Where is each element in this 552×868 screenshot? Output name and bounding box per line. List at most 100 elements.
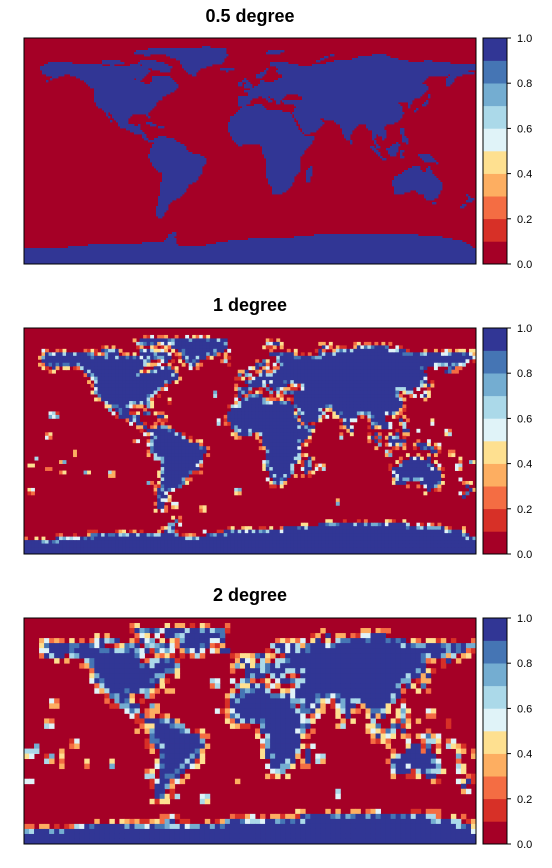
map-cell: [278, 88, 281, 91]
map-cell: [388, 64, 391, 67]
map-cell: [356, 94, 359, 97]
map-cell: [116, 76, 119, 79]
map-cell: [278, 118, 281, 121]
map-cell: [212, 54, 215, 57]
map-cell: [290, 146, 293, 149]
map-cell: [334, 96, 337, 99]
map-cell: [156, 148, 159, 151]
map-cell: [322, 58, 325, 61]
map-cell: [450, 66, 453, 69]
map-cell: [332, 116, 335, 119]
map-cell: [138, 104, 141, 107]
map-cell: [382, 84, 385, 87]
map-cell: [238, 138, 241, 141]
map-cell: [382, 130, 385, 133]
map-cell: [54, 64, 57, 67]
map-cell: [220, 54, 223, 57]
map-cell: [260, 118, 263, 121]
map-cell: [450, 70, 453, 73]
map-cell: [410, 74, 413, 77]
map-cell: [374, 90, 377, 93]
map-cell: [378, 114, 381, 117]
map-cell: [310, 82, 313, 85]
map-cell: [182, 56, 185, 59]
map-cell: [104, 98, 107, 101]
map-cell: [300, 120, 303, 123]
map-cell: [106, 90, 109, 93]
map-cell: [364, 84, 367, 87]
map-cell: [272, 86, 275, 89]
map-cell: [292, 100, 295, 103]
map-cell: [180, 146, 183, 149]
map-cell: [104, 72, 107, 75]
map-cell: [374, 122, 377, 125]
map-cell: [448, 68, 451, 71]
map-cell: [418, 80, 421, 83]
map-cell: [96, 84, 99, 87]
map-cell: [290, 126, 293, 129]
map-cell: [366, 74, 369, 77]
map-cell: [290, 88, 293, 91]
map-cell: [130, 82, 133, 85]
map-cell: [388, 96, 391, 99]
map-cell: [320, 100, 323, 103]
map-cell: [230, 132, 233, 135]
map-cell: [318, 116, 321, 119]
map-cell: [104, 88, 107, 91]
map-cell: [262, 142, 265, 145]
map-cell: [278, 122, 281, 125]
map-cell: [406, 140, 409, 143]
map-cell: [392, 86, 395, 89]
map-cell: [120, 96, 123, 99]
map-cell: [76, 74, 79, 77]
map-cell: [234, 116, 237, 119]
map-cell: [328, 82, 331, 85]
map-cell: [416, 82, 419, 85]
map-cell: [290, 134, 293, 137]
map-cell: [342, 70, 345, 73]
map-cell: [342, 122, 345, 125]
map-cell: [248, 124, 251, 127]
map-cell: [330, 110, 333, 113]
map-cell: [190, 70, 193, 73]
map-cell: [166, 92, 169, 95]
map-cell: [290, 150, 293, 153]
map-cell: [368, 104, 371, 107]
map-cell: [226, 70, 229, 73]
map-cell: [324, 92, 327, 95]
map-cell: [300, 100, 303, 103]
map-cell: [396, 112, 399, 115]
map-cell: [318, 96, 321, 99]
map-cell: [356, 100, 359, 103]
map-cell: [282, 84, 285, 87]
map-cell: [126, 84, 129, 87]
map-cell: [122, 104, 125, 107]
map-cell: [284, 130, 287, 133]
map-cell: [150, 88, 153, 91]
map-cell: [360, 70, 363, 73]
map-cell: [450, 74, 453, 77]
map-cell: [162, 144, 165, 147]
map-cell: [252, 114, 255, 117]
map-cell: [128, 92, 131, 95]
map-cell: [342, 118, 345, 121]
map-cell: [306, 142, 309, 145]
map-cell: [356, 90, 359, 93]
map-cell: [316, 70, 319, 73]
map-cell: [260, 80, 263, 83]
map-cell: [310, 138, 313, 141]
map-cell: [276, 64, 279, 67]
map-cell: [156, 64, 159, 67]
map-cell: [314, 102, 317, 105]
map-cell: [324, 114, 327, 117]
map-cell: [264, 128, 267, 131]
map-cell: [396, 86, 399, 89]
map-cell: [434, 62, 437, 65]
map-cell: [272, 64, 275, 67]
map-cell: [164, 138, 167, 141]
map-cell: [354, 60, 357, 63]
map-cell: [120, 110, 123, 113]
map-cell: [204, 54, 207, 57]
map-cell: [284, 116, 287, 119]
map-cell: [384, 56, 387, 59]
